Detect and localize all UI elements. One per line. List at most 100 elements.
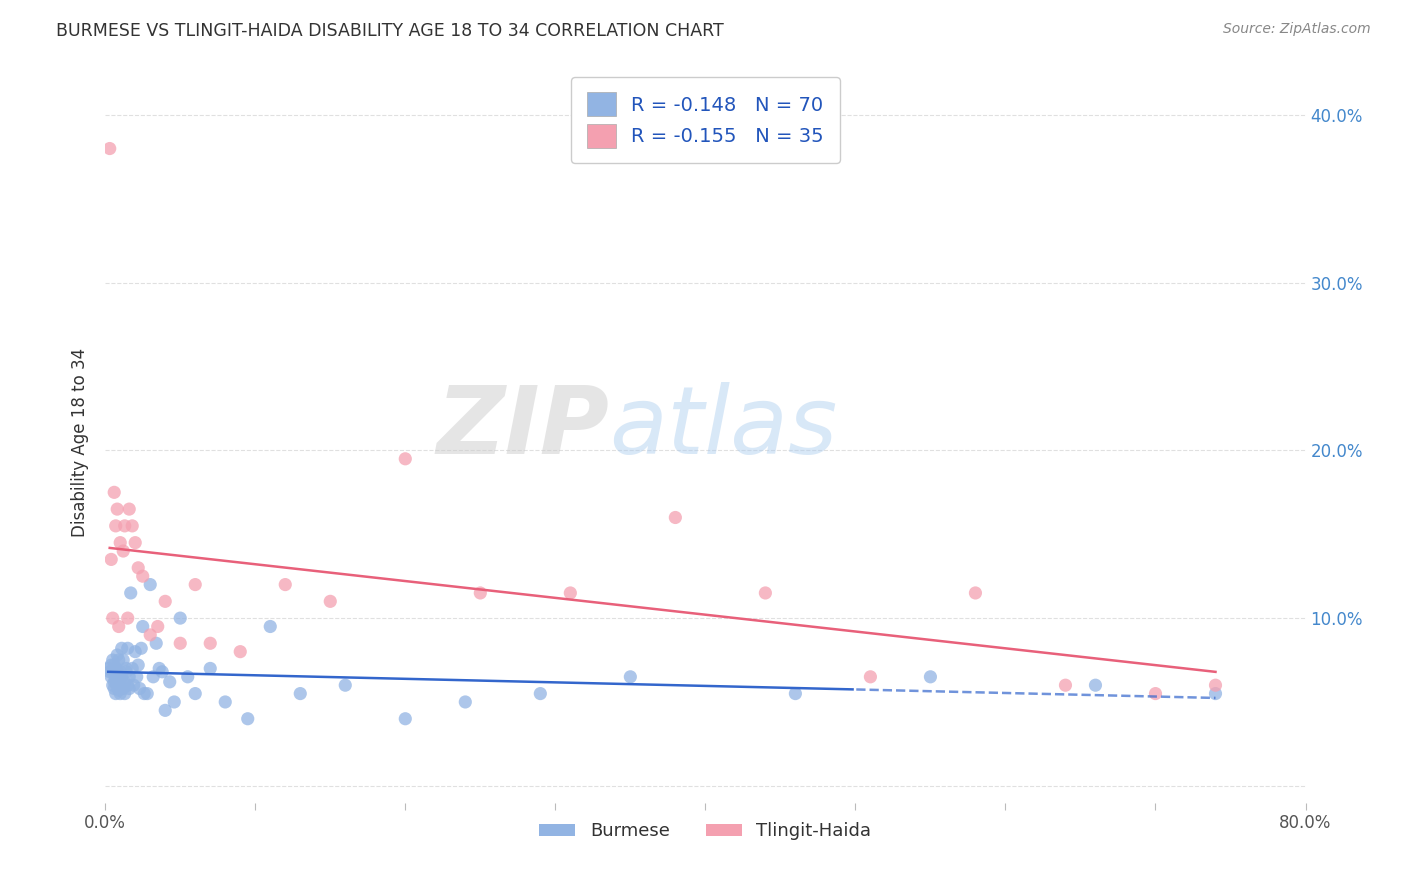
Point xyxy=(145,636,167,650)
Point xyxy=(214,695,236,709)
Point xyxy=(125,670,148,684)
Point xyxy=(859,670,882,684)
Point xyxy=(97,661,120,675)
Point xyxy=(159,674,181,689)
Point xyxy=(101,678,124,692)
Point xyxy=(101,665,124,679)
Point xyxy=(112,653,135,667)
Point xyxy=(110,535,132,549)
Point xyxy=(200,636,222,650)
Legend: R = -0.148   N = 70, R = -0.155   N = 35: R = -0.148 N = 70, R = -0.155 N = 35 xyxy=(571,77,839,163)
Point xyxy=(111,670,134,684)
Point xyxy=(103,658,125,673)
Point xyxy=(394,451,416,466)
Point xyxy=(114,687,136,701)
Point xyxy=(114,519,136,533)
Point xyxy=(107,683,129,698)
Point xyxy=(529,687,551,701)
Text: Source: ZipAtlas.com: Source: ZipAtlas.com xyxy=(1223,22,1371,37)
Point xyxy=(259,619,281,633)
Point xyxy=(394,712,416,726)
Point xyxy=(134,687,156,701)
Point xyxy=(335,678,357,692)
Point xyxy=(127,561,149,575)
Text: BURMESE VS TLINGIT-HAIDA DISABILITY AGE 18 TO 34 CORRELATION CHART: BURMESE VS TLINGIT-HAIDA DISABILITY AGE … xyxy=(56,22,724,40)
Point xyxy=(105,648,128,662)
Point xyxy=(127,658,149,673)
Y-axis label: Disability Age 18 to 34: Disability Age 18 to 34 xyxy=(72,348,89,537)
Point xyxy=(785,687,807,701)
Point xyxy=(1054,678,1077,692)
Point xyxy=(155,594,177,608)
Point xyxy=(115,661,138,675)
Point xyxy=(132,619,155,633)
Point xyxy=(229,645,252,659)
Point xyxy=(1205,678,1227,692)
Point xyxy=(98,142,121,156)
Point xyxy=(115,665,138,679)
Point xyxy=(104,661,127,675)
Point xyxy=(560,586,582,600)
Point xyxy=(319,594,342,608)
Point xyxy=(110,687,132,701)
Point xyxy=(150,665,173,679)
Point xyxy=(101,611,124,625)
Text: atlas: atlas xyxy=(609,382,838,473)
Point xyxy=(132,569,155,583)
Point xyxy=(470,586,492,600)
Point xyxy=(124,535,146,549)
Point xyxy=(107,653,129,667)
Point xyxy=(139,577,162,591)
Point xyxy=(100,658,122,673)
Point xyxy=(965,586,987,600)
Point xyxy=(920,670,942,684)
Point xyxy=(120,586,142,600)
Point xyxy=(110,665,132,679)
Point xyxy=(117,641,139,656)
Point xyxy=(200,661,222,675)
Point xyxy=(117,678,139,692)
Point xyxy=(98,665,121,679)
Point xyxy=(107,674,129,689)
Point xyxy=(112,681,135,696)
Point xyxy=(184,577,207,591)
Point xyxy=(117,611,139,625)
Point xyxy=(104,672,127,686)
Point xyxy=(754,586,776,600)
Point xyxy=(129,641,152,656)
Point xyxy=(146,619,169,633)
Point xyxy=(169,611,191,625)
Point xyxy=(664,510,686,524)
Point xyxy=(148,661,170,675)
Point xyxy=(111,641,134,656)
Point xyxy=(124,645,146,659)
Point xyxy=(454,695,477,709)
Point xyxy=(169,636,191,650)
Point xyxy=(274,577,297,591)
Point xyxy=(103,681,125,696)
Point xyxy=(122,678,145,692)
Point xyxy=(121,661,143,675)
Point xyxy=(163,695,186,709)
Point xyxy=(103,674,125,689)
Point xyxy=(104,519,127,533)
Point xyxy=(155,703,177,717)
Point xyxy=(105,678,128,692)
Point xyxy=(118,681,141,696)
Point xyxy=(136,687,159,701)
Point xyxy=(112,544,135,558)
Point xyxy=(105,665,128,679)
Text: ZIP: ZIP xyxy=(436,382,609,474)
Point xyxy=(1084,678,1107,692)
Point xyxy=(107,619,129,633)
Point xyxy=(1144,687,1167,701)
Point xyxy=(100,552,122,566)
Point xyxy=(177,670,200,684)
Point xyxy=(184,687,207,701)
Point xyxy=(121,519,143,533)
Point xyxy=(142,670,165,684)
Point xyxy=(101,653,124,667)
Point xyxy=(236,712,259,726)
Point xyxy=(104,687,127,701)
Point xyxy=(103,485,125,500)
